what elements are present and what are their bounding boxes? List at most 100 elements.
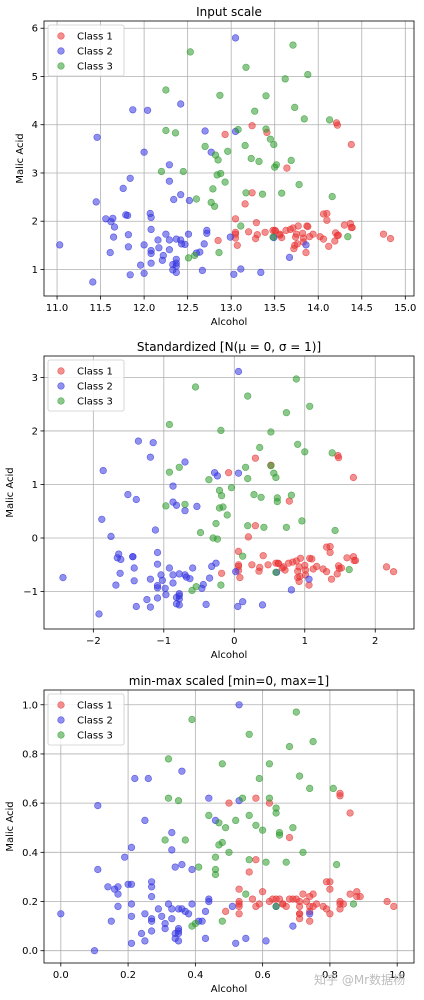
data-point bbox=[217, 581, 225, 589]
data-point bbox=[326, 885, 334, 893]
data-point bbox=[242, 890, 250, 898]
x-tick-label: 0.0 bbox=[53, 970, 69, 981]
data-point bbox=[329, 784, 337, 793]
data-point bbox=[181, 507, 189, 515]
data-point bbox=[272, 568, 280, 576]
data-point bbox=[257, 268, 265, 277]
data-point bbox=[285, 742, 294, 751]
x-tick-label: 14.5 bbox=[351, 303, 373, 314]
data-point bbox=[281, 75, 289, 83]
series-class-2 bbox=[59, 367, 313, 618]
data-point bbox=[218, 569, 226, 577]
data-point bbox=[285, 253, 294, 261]
data-point bbox=[287, 491, 296, 499]
data-point bbox=[181, 500, 189, 508]
x-tick-label: 2 bbox=[372, 636, 378, 647]
chart-2: −2 −1 0 1 2 −1 0 1 2 3 Standardized [N(μ = 0, σ = … bbox=[5, 340, 415, 661]
data-point bbox=[234, 547, 243, 556]
legend: Class 1 Class 2 Class 3 bbox=[47, 359, 125, 412]
data-point bbox=[333, 860, 341, 869]
data-point bbox=[323, 209, 331, 218]
data-point bbox=[223, 511, 231, 519]
data-point bbox=[231, 34, 240, 42]
x-axis-label: Alcohol bbox=[211, 650, 247, 661]
data-point bbox=[350, 556, 358, 565]
data-point bbox=[239, 598, 247, 606]
y-tick-label: 1 bbox=[32, 265, 38, 276]
series-class-2 bbox=[56, 34, 310, 286]
data-point bbox=[255, 157, 263, 165]
data-point bbox=[232, 939, 240, 947]
data-point bbox=[165, 468, 173, 476]
data-point bbox=[95, 610, 103, 618]
data-point bbox=[146, 575, 154, 583]
data-point bbox=[149, 439, 157, 447]
data-point bbox=[107, 532, 115, 541]
data-point bbox=[205, 476, 213, 484]
data-point bbox=[153, 560, 162, 568]
data-point bbox=[191, 251, 199, 260]
data-point bbox=[270, 140, 278, 149]
data-point bbox=[272, 902, 280, 911]
data-point bbox=[164, 755, 173, 763]
legend-label: Class 1 bbox=[77, 32, 113, 43]
plot-frame bbox=[43, 355, 415, 630]
data-point bbox=[196, 528, 205, 537]
data-point bbox=[335, 564, 343, 573]
data-point bbox=[231, 215, 240, 223]
data-point bbox=[292, 375, 300, 383]
data-point bbox=[336, 900, 344, 908]
data-point bbox=[289, 558, 297, 566]
data-point bbox=[215, 841, 223, 849]
data-point bbox=[327, 575, 336, 583]
data-point bbox=[181, 458, 189, 466]
data-point bbox=[312, 900, 321, 908]
data-point bbox=[235, 701, 243, 709]
data-point bbox=[309, 737, 317, 746]
data-point bbox=[326, 910, 334, 918]
data-point bbox=[248, 561, 256, 569]
data-point bbox=[153, 581, 162, 590]
data-point bbox=[110, 223, 119, 231]
data-point bbox=[181, 907, 189, 916]
data-point bbox=[301, 448, 309, 456]
data-point bbox=[89, 278, 97, 286]
data-point bbox=[226, 233, 234, 241]
data-point bbox=[244, 475, 252, 483]
data-point bbox=[236, 573, 244, 582]
data-point bbox=[326, 548, 334, 557]
data-point bbox=[282, 523, 291, 531]
data-point bbox=[179, 167, 187, 176]
data-point bbox=[289, 895, 297, 903]
data-point bbox=[188, 900, 196, 908]
data-point bbox=[134, 437, 142, 445]
data-point bbox=[299, 848, 307, 856]
data-point bbox=[332, 119, 341, 127]
data-point bbox=[141, 816, 149, 825]
data-point bbox=[279, 900, 287, 908]
data-point bbox=[296, 915, 304, 923]
data-point bbox=[178, 767, 186, 775]
series-class-1 bbox=[222, 789, 398, 925]
x-tick-label: 1.0 bbox=[389, 970, 405, 981]
data-point bbox=[390, 902, 398, 911]
data-point bbox=[250, 491, 258, 499]
series-class-1 bbox=[214, 119, 395, 257]
data-point bbox=[245, 856, 253, 864]
data-point bbox=[124, 880, 132, 888]
y-tick-label: 1.0 bbox=[22, 700, 38, 711]
data-point bbox=[252, 821, 260, 829]
data-point bbox=[148, 878, 156, 886]
legend: Class 1 Class 2 Class 3 bbox=[47, 24, 125, 77]
x-tick-label: 0.2 bbox=[120, 970, 136, 981]
data-point bbox=[294, 222, 302, 230]
data-point bbox=[225, 469, 233, 477]
data-point bbox=[261, 228, 269, 236]
x-tick-label: 0.6 bbox=[255, 970, 271, 981]
data-point bbox=[182, 573, 190, 581]
x-tick-label: 12.0 bbox=[133, 303, 155, 314]
legend-label: Class 2 bbox=[77, 382, 113, 393]
data-point bbox=[174, 929, 183, 938]
data-point bbox=[124, 491, 132, 499]
